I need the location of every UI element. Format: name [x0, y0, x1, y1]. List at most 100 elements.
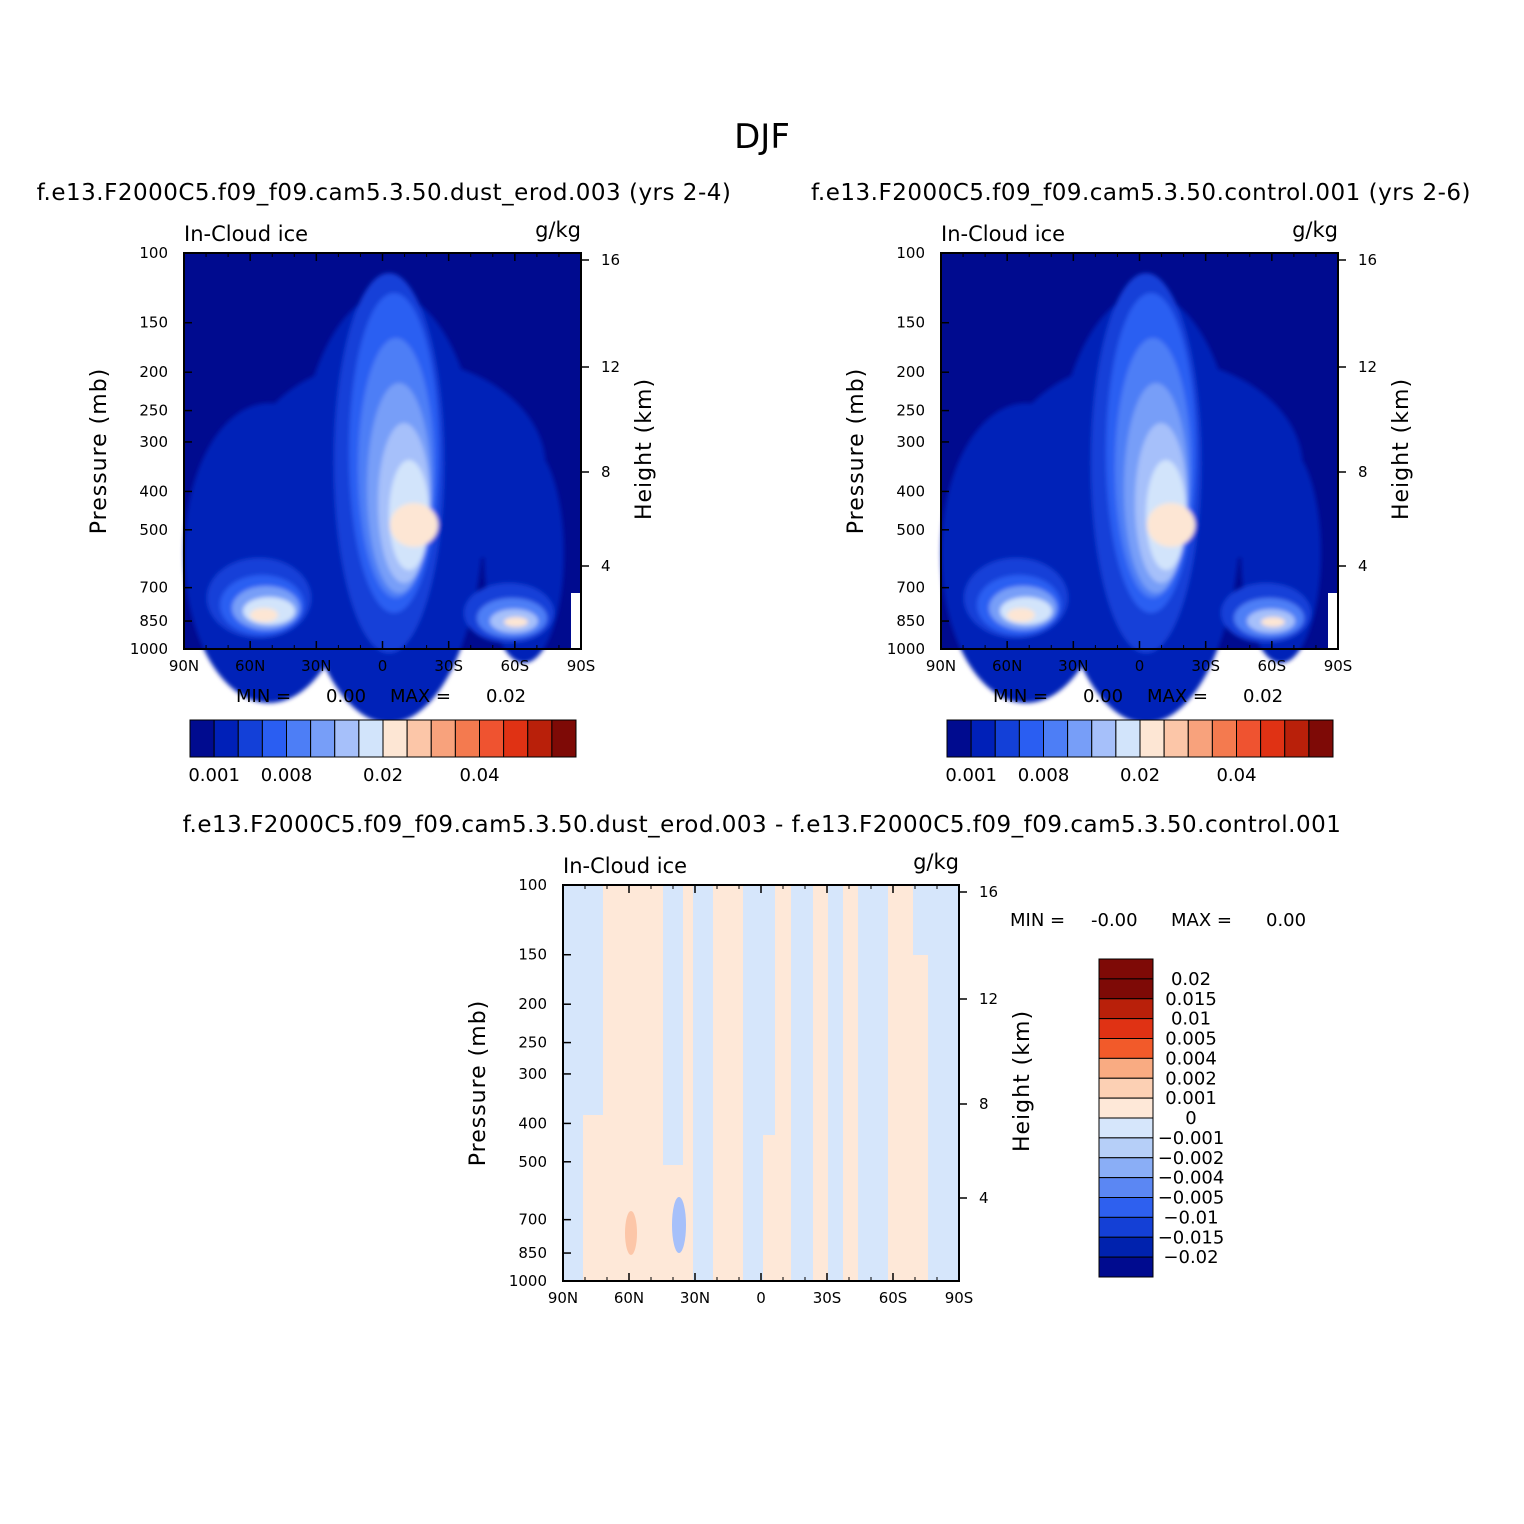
contour-band — [663, 885, 683, 1165]
variable-label: In-Cloud ice — [941, 222, 1065, 246]
colorbar-swatch — [503, 719, 529, 758]
max-value: 0.02 — [486, 686, 526, 707]
y-tick-label: 300 — [896, 433, 925, 451]
y2-tick-label: 8 — [1358, 463, 1368, 481]
x-tick-label: 0 — [756, 1289, 766, 1307]
contour-band — [791, 885, 813, 1281]
max-value: 0.00 — [1266, 910, 1306, 931]
colorbar-swatch — [358, 719, 384, 758]
y2-axis-title: Height (km) — [1389, 378, 1414, 520]
colorbar-swatch — [1284, 719, 1310, 758]
colorbar-swatch — [382, 719, 408, 758]
colorbar-swatch — [1091, 719, 1117, 758]
colorbar-swatch — [1098, 978, 1154, 1000]
y2-tick-label: 16 — [601, 251, 620, 269]
y2-tick-label: 4 — [601, 557, 611, 575]
y-tick-label: 150 — [896, 314, 925, 332]
x-tick-label: 90N — [548, 1289, 578, 1307]
colorbar-swatch — [189, 719, 215, 758]
colorbar-label: 0.001 — [1165, 1088, 1217, 1109]
figure-title: DJF — [734, 117, 790, 157]
variable-label: In-Cloud ice — [184, 222, 308, 246]
colorbar-swatch — [1098, 1157, 1154, 1179]
y-tick-label: 150 — [139, 314, 168, 332]
colorbar-swatch — [1163, 719, 1189, 758]
x-tick-label: 60N — [992, 657, 1022, 675]
colorbar-swatch — [1098, 1097, 1154, 1119]
x-tick-label: 60N — [235, 657, 265, 675]
y2-tick-label: 12 — [1358, 358, 1377, 376]
max-label: MAX = — [1147, 686, 1208, 707]
colorbar-swatch — [1211, 719, 1237, 758]
y-tick-label: 1000 — [509, 1272, 547, 1290]
colorbar-swatch — [946, 719, 972, 758]
y2-tick-label: 16 — [1358, 251, 1377, 269]
colorbar-label: −0.001 — [1158, 1128, 1225, 1149]
y-axis-title: Pressure (mb) — [87, 368, 112, 535]
y-tick-label: 300 — [518, 1065, 547, 1083]
contour-band — [743, 885, 763, 1281]
contour-band — [583, 885, 603, 1115]
units-label: g/kg — [535, 218, 581, 242]
y-tick-label: 850 — [139, 612, 168, 630]
colorbar-label: 0.008 — [1018, 765, 1070, 786]
colorbar-swatch — [1139, 719, 1165, 758]
contour-spot — [625, 1211, 637, 1255]
colorbar-swatch — [1098, 998, 1154, 1020]
missing-data — [1328, 593, 1338, 649]
min-label: MIN = — [993, 686, 1048, 707]
contour-field — [941, 273, 1321, 723]
y-tick-label: 200 — [518, 995, 547, 1013]
panel-3-case-title: f.e13.F2000C5.f09_f09.cam5.3.50.dust_ero… — [183, 812, 1342, 838]
colorbar-swatch — [994, 719, 1020, 758]
colorbar-swatch — [551, 719, 577, 758]
max-value: 0.02 — [1243, 686, 1283, 707]
colorbar-label: 0.004 — [1165, 1048, 1217, 1069]
colorbar-swatch — [1098, 1177, 1154, 1198]
units-label: g/kg — [913, 850, 959, 874]
x-tick-label: 60S — [1258, 657, 1287, 675]
colorbar-label: −0.015 — [1158, 1227, 1225, 1248]
y-tick-label: 150 — [518, 946, 547, 964]
y-tick-label: 850 — [518, 1244, 547, 1262]
colorbar-label: 0 — [1185, 1108, 1196, 1129]
x-tick-label: 90S — [1324, 657, 1353, 675]
colorbar-swatch — [1098, 958, 1154, 980]
contour-band — [763, 885, 775, 1135]
y-tick-label: 500 — [896, 521, 925, 539]
colorbar-label: −0.005 — [1158, 1188, 1225, 1209]
colorbar-label: 0.015 — [1165, 989, 1217, 1010]
colorbar-label: −0.02 — [1163, 1247, 1218, 1268]
colorbar-label: −0.002 — [1158, 1148, 1225, 1169]
y2-tick-label: 12 — [979, 990, 998, 1008]
colorbar-label: 0.008 — [261, 765, 313, 786]
min-label: MIN = — [1010, 910, 1065, 931]
y2-axis-title: Height (km) — [632, 378, 657, 520]
contour-field — [563, 885, 959, 1281]
y2-axis-title: Height (km) — [1010, 1010, 1035, 1152]
colorbar-label: 0.002 — [1165, 1068, 1217, 1089]
y-tick-label: 200 — [139, 363, 168, 381]
y-tick-label: 400 — [896, 482, 925, 500]
y2-tick-label: 12 — [601, 358, 620, 376]
y-tick-label: 500 — [518, 1153, 547, 1171]
panel-1-case-title: f.e13.F2000C5.f09_f09.cam5.3.50.dust_ero… — [37, 180, 732, 206]
colorbar-label: 0.02 — [363, 765, 403, 786]
colorbar-swatch — [1260, 719, 1286, 758]
y-axis-title: Pressure (mb) — [466, 1000, 491, 1167]
x-tick-label: 0 — [1135, 657, 1145, 675]
colorbar-label: 0.02 — [1120, 765, 1160, 786]
panel-1: 90N 60N 30N 0 30S 60S 90S 100 150 200 250 300 400 500… — [87, 218, 657, 786]
x-tick-label: 30N — [1058, 657, 1088, 675]
y-tick-label: 1000 — [887, 640, 925, 658]
contour-band — [693, 885, 713, 1281]
y-tick-label: 100 — [896, 244, 925, 262]
x-tick-label: 30N — [680, 1289, 710, 1307]
y2-tick-label: 8 — [979, 1095, 989, 1113]
missing-data — [571, 593, 581, 649]
min-value: -0.00 — [1091, 910, 1138, 931]
y-tick-label: 250 — [139, 402, 168, 420]
x-tick-label: 30N — [301, 657, 331, 675]
colorbar-swatch — [430, 719, 456, 758]
